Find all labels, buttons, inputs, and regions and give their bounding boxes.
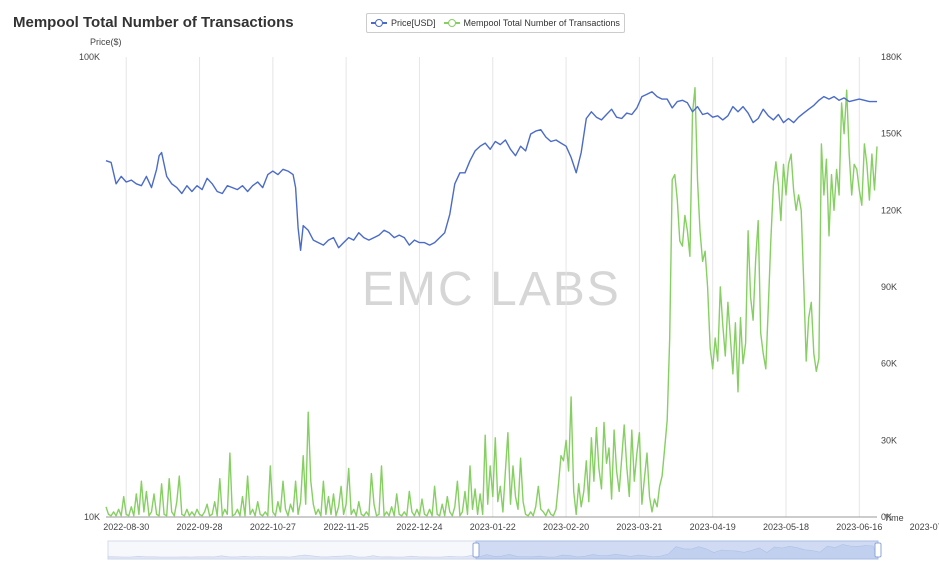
zoom-handle-right[interactable] [874, 542, 882, 558]
x-tick-label: 2023-02-20 [543, 522, 589, 532]
right-tick-label: 60K [881, 359, 897, 369]
legend-mempool-line-icon [443, 18, 460, 28]
chart-title: Mempool Total Number of Transactions [13, 14, 294, 31]
series-lines [105, 87, 878, 517]
right-tick-label: 180K [881, 52, 902, 62]
right-tick-label: 90K [881, 282, 897, 292]
x-tick-label: 2022-09-28 [177, 522, 223, 532]
x-tick-label: 2023-05-18 [763, 522, 809, 532]
x-axis-label: Time [884, 513, 904, 523]
legend-price-line-icon [371, 18, 387, 28]
legend-item-mempool[interactable]: Mempool Total Number of Transactions [443, 18, 620, 28]
x-tick-label: 2023-04-19 [690, 522, 736, 532]
right-tick-label: 120K [881, 205, 902, 215]
right-tick-label: 30K [881, 435, 897, 445]
axes: 2022-08-30 2022-09-28 2022-10-27 2022-11-25… [79, 37, 939, 532]
chart-legend: Price[USD] Mempool Total Number of Trans… [366, 13, 625, 33]
x-tick-label: 2022-08-30 [103, 522, 149, 532]
zoom-handle-left[interactable] [472, 542, 480, 558]
legend-mempool-label: Mempool Total Number of Transactions [463, 18, 620, 28]
x-tick-label: 2022-11-25 [323, 522, 368, 532]
legend-price-label: Price[USD] [391, 18, 436, 28]
left-tick-label: 10K [84, 512, 100, 522]
watermark: EMC LABS [362, 263, 621, 316]
gridlines [125, 57, 860, 517]
x-tick-label: 2023-07-15 [910, 522, 939, 532]
x-tick-label: 2023-01-22 [470, 522, 516, 532]
left-axis-label: Price($) [90, 37, 122, 47]
legend-item-price[interactable]: Price[USD] [371, 18, 436, 28]
zoom-preview-area [107, 544, 879, 560]
left-tick-label: 100K [79, 52, 100, 62]
zoom-slider[interactable] [107, 540, 882, 560]
zoom-selection[interactable] [475, 540, 879, 560]
right-tick-label: 0K [881, 512, 892, 522]
x-tick-label: 2022-12-24 [396, 522, 442, 532]
right-tick-label: 150K [881, 129, 902, 139]
x-tick-label: 2023-06-16 [836, 522, 882, 532]
series-price-line [105, 91, 877, 251]
x-tick-label: 2022-10-27 [250, 522, 296, 532]
series-mempool-line [105, 87, 878, 517]
x-tick-label: 2023-03-21 [616, 522, 662, 532]
